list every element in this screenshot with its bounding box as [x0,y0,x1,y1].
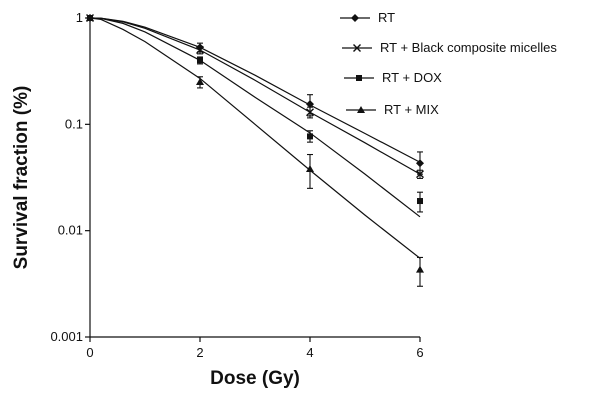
legend-item-2: RT + DOX [344,70,442,85]
data-point [416,170,424,179]
data-point [306,108,314,117]
x-marker-stroke [416,170,424,179]
series-1 [86,14,424,179]
x-tick-label: 4 [306,345,313,360]
legend-item-1: RT + Black composite micelles [342,40,557,55]
data-point [196,46,204,55]
y-tick-label: 0.01 [58,223,83,238]
data-point [197,57,203,64]
x-tick-label: 2 [196,345,203,360]
series-0 [86,14,424,175]
data-point [306,100,314,109]
legend-marker [357,106,365,113]
axes [89,18,420,338]
x-axis-title: Dose (Gy) [210,368,300,389]
series-layer [86,14,424,287]
data-point [416,159,424,168]
legend-item-0: RT [340,10,395,25]
data-point [307,133,313,140]
y-tick-label: 0.001 [50,329,83,344]
legend-marker [356,75,362,81]
legend: RT RT + Black composite micelles RT + DOX R… [340,10,557,117]
data-point [306,165,314,173]
series-curve [89,17,421,259]
x-marker-stroke [196,46,204,55]
legend-marker [353,44,361,52]
data-point [417,198,423,205]
x-ticks: 0 2 4 6 [86,337,424,360]
y-tick-label: 1 [76,10,83,25]
x-tick-label: 0 [86,345,93,360]
x-tick-label: 6 [416,345,423,360]
legend-marker [351,14,359,22]
x-marker-stroke [353,44,361,52]
y-tick-label: 0.1 [65,116,83,131]
legend-label: RT + DOX [382,70,442,85]
data-point [196,78,204,86]
y-axis-title: Survival fraction (%) [11,86,32,270]
legend-label: RT + Black composite micelles [380,40,557,55]
data-point [416,265,424,273]
series-curve [89,17,421,175]
data-point [86,14,94,21]
y-ticks: 0.001 0.01 0.1 1 [50,10,90,344]
legend-item-3: RT + MIX [346,102,439,117]
legend-label: RT [378,10,395,25]
x-marker-stroke [306,108,314,117]
series-curve [89,17,421,163]
series-3 [86,14,424,287]
legend-label: RT + MIX [384,102,439,117]
series-2 [87,15,423,218]
